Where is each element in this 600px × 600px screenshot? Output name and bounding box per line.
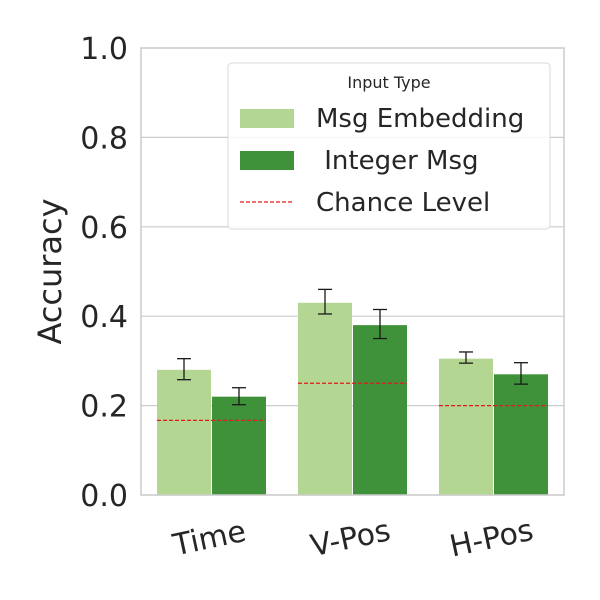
y-tick-label: 0.0 (80, 479, 128, 514)
legend-label-integer-msg: Integer Msg (316, 146, 479, 176)
y-tick-label: 0.4 (80, 300, 128, 335)
legend-swatch-integer-msg (240, 151, 294, 170)
y-tick-label: 0.8 (80, 121, 128, 156)
bar (494, 374, 548, 495)
plot-frame (140, 47, 565, 496)
legend-box (227, 62, 551, 230)
y-tick-label: 1.0 (80, 32, 128, 67)
x-tick-label: Time (169, 514, 249, 564)
legend-swatch-msg-embedding (240, 109, 294, 128)
legend: Input Type Msg Embedding Integer Msg Cha… (227, 62, 551, 230)
bar (353, 325, 407, 495)
legend-title: Input Type (347, 73, 430, 92)
bar (439, 358, 493, 495)
bar (157, 369, 211, 495)
legend-label-msg-embedding: Msg Embedding (316, 104, 524, 134)
x-tick-label: H-Pos (447, 513, 537, 565)
y-tick-label: 0.2 (80, 390, 128, 425)
error-bars (177, 288, 528, 406)
bar (298, 302, 352, 495)
x-tick-labels: Time V-Pos H-Pos (169, 513, 536, 565)
chance-lines (157, 382, 548, 422)
y-axis-label: Accuracy (31, 198, 69, 344)
bars (157, 302, 548, 495)
y-tick-label: 0.6 (80, 211, 128, 246)
legend-label-chance-level: Chance Level (316, 188, 490, 218)
y-tick-labels: 0.0 0.2 0.4 0.6 0.8 1.0 (80, 32, 128, 514)
bar (212, 396, 266, 495)
x-tick-label: V-Pos (307, 513, 393, 564)
